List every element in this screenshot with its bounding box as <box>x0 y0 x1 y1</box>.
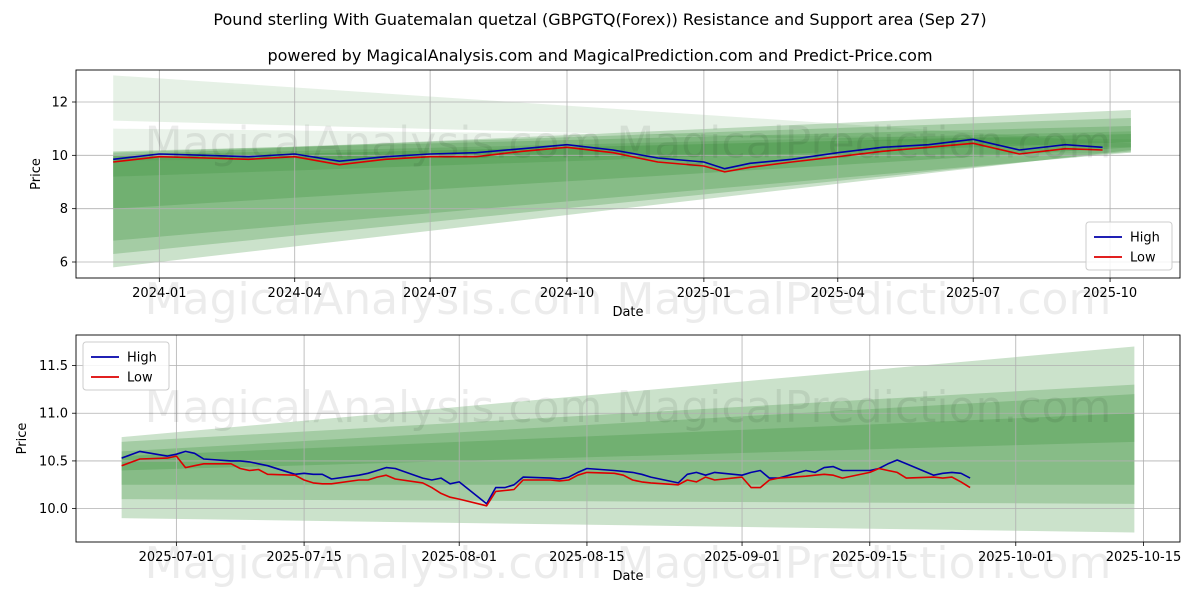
legend-label-high: High <box>1130 231 1160 246</box>
watermark: MagicalAnalysis.com MagicalPrediction.co… <box>145 538 1112 589</box>
band-4 <box>121 413 1135 471</box>
forecast-bands <box>113 75 1131 268</box>
legend-label-low: Low <box>127 371 153 386</box>
x-tick-label: 2024-10 <box>540 286 594 301</box>
legend-label-low: Low <box>1130 251 1156 266</box>
band-3 <box>121 394 1135 485</box>
x-tick-label: 2024-01 <box>132 286 186 301</box>
legend-label-high: High <box>127 351 157 366</box>
chart-2: 2025-07-01 2025-07-15 2025-08-01 2025-08-15… <box>15 334 1182 589</box>
x-tick-label: 2025-10-15 <box>1106 550 1182 565</box>
y-tick-label: 12 <box>51 96 68 111</box>
x-tick-label: 2025-08-01 <box>421 550 497 565</box>
x-axis-label: Date <box>612 305 643 320</box>
x-tick-label: 2025-09-01 <box>704 550 780 565</box>
legend-box <box>82 341 170 391</box>
watermark: MagicalAnalysis.com MagicalPrediction.co… <box>145 117 1112 168</box>
x-tick-label: 2025-04 <box>811 286 865 301</box>
band-2 <box>113 110 1131 268</box>
y-axis-label: Price <box>15 423 30 455</box>
band-2 <box>121 384 1135 504</box>
x-tick-label: 2025-01 <box>677 286 731 301</box>
series-line-low <box>113 142 1103 173</box>
y-tick-label: 10.5 <box>39 454 68 469</box>
y-axis-label: Price <box>29 158 44 190</box>
legend: High Low <box>1085 221 1173 271</box>
band-4 <box>113 126 1131 241</box>
axes-frame <box>75 69 1181 279</box>
series-line-high <box>113 138 1103 170</box>
legend-box <box>1085 221 1173 271</box>
axes-frame <box>75 334 1181 543</box>
x-tick-label: 2025-07-01 <box>139 550 215 565</box>
y-tick-label: 10.0 <box>39 502 68 517</box>
watermark: MagicalAnalysis.com MagicalPrediction.co… <box>145 274 1112 325</box>
y-tick-label: 8 <box>60 202 68 217</box>
y-tick-label: 11.5 <box>39 359 68 374</box>
x-tick-label: 2024-07 <box>403 286 457 301</box>
legend: High Low <box>82 341 170 391</box>
x-tick-label: 2025-10 <box>1083 286 1137 301</box>
y-tick-label: 11.0 <box>39 407 68 422</box>
x-tick-label: 2025-07 <box>946 286 1000 301</box>
x-tick-label: 2025-10-01 <box>978 550 1054 565</box>
y-tick-label: 6 <box>60 256 68 271</box>
x-axis-label: Date <box>612 569 643 584</box>
watermark: MagicalAnalysis.com MagicalPrediction.co… <box>145 382 1112 433</box>
chart-1: 2024-01 2024-04 2024-07 2024-10 2025-01 2025-… <box>29 69 1181 325</box>
x-tick-label: 2024-04 <box>268 286 322 301</box>
band-1 <box>121 346 1135 533</box>
chart-title: Pound sterling With Guatemalan quetzal (… <box>213 10 987 29</box>
series-line-low <box>121 455 971 507</box>
x-tick-label: 2025-09-15 <box>832 550 908 565</box>
chart-subtitle: powered by MagicalAnalysis.com and Magic… <box>267 46 933 65</box>
x-tick-label: 2025-08-15 <box>549 550 625 565</box>
x-tick-label: 2025-07-15 <box>266 550 342 565</box>
series-line-high <box>121 450 971 505</box>
forecast-bands <box>121 346 1135 533</box>
band-1 <box>113 75 1131 148</box>
y-tick-label: 10 <box>51 149 68 164</box>
